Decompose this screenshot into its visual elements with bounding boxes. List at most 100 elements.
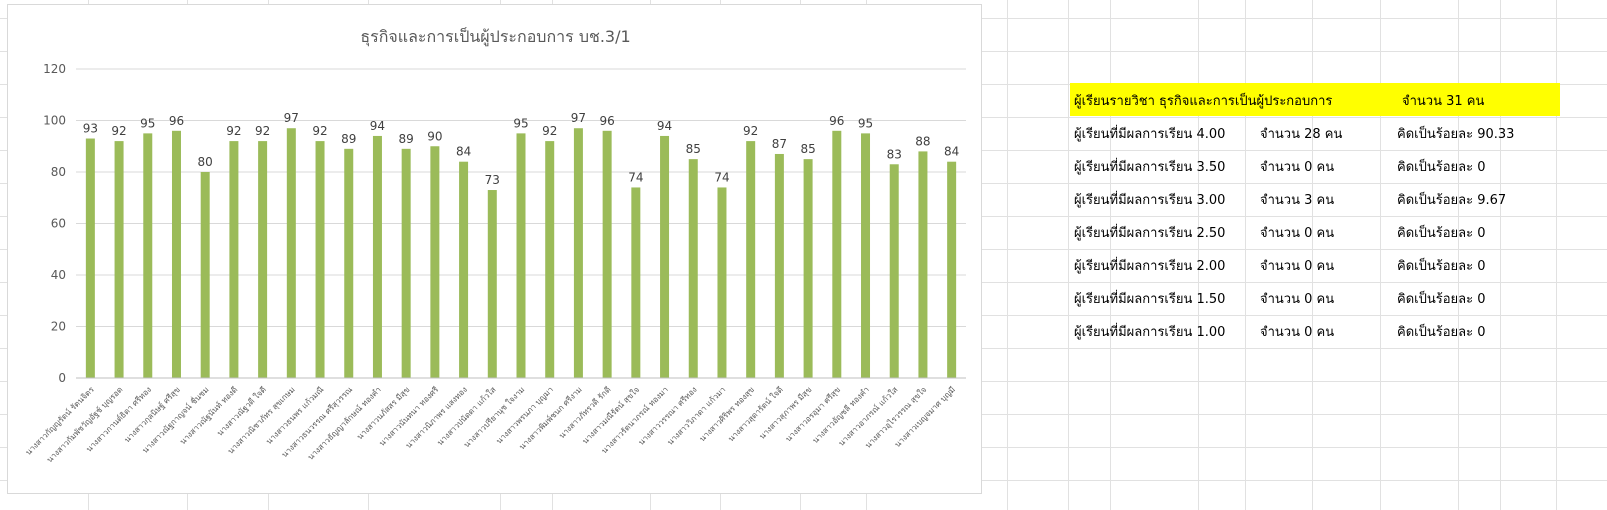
data-label: 97 — [284, 111, 299, 125]
grade-label: ผู้เรียนที่มีผลการเรียน 3.50 — [1074, 160, 1226, 175]
bar — [918, 151, 928, 378]
data-label: 80 — [198, 155, 213, 169]
grade-count: จำนวน 0 คน — [1260, 325, 1335, 340]
data-label: 85 — [686, 142, 701, 156]
bar — [545, 141, 555, 378]
bar — [832, 130, 842, 378]
y-tick-label: 20 — [51, 320, 66, 334]
x-tick-label: นางสาวภัทรวดี รักดี — [557, 385, 612, 440]
summary-row[interactable]: ผู้เรียนที่มีผลการเรียน 2.50 จำนวน 0 คน … — [1070, 215, 1560, 248]
summary-header-count: จำนวน 31 คน — [1402, 94, 1485, 109]
grade-count: จำนวน 0 คน — [1260, 259, 1335, 274]
data-label: 84 — [456, 145, 471, 159]
grade-label: ผู้เรียนที่มีผลการเรียน 1.50 — [1074, 292, 1226, 307]
data-label: 88 — [915, 134, 930, 148]
bar — [85, 138, 95, 378]
grade-percent: คิดเป็นร้อยละ 0 — [1397, 292, 1486, 307]
y-tick-label: 80 — [51, 165, 66, 179]
grade-percent: คิดเป็นร้อยละ 0 — [1397, 325, 1486, 340]
bar — [573, 128, 583, 378]
bar — [774, 153, 784, 378]
data-label: 74 — [714, 170, 729, 184]
data-label: 92 — [312, 124, 327, 138]
summary-row[interactable]: ผู้เรียนที่มีผลการเรียน 4.00 จำนวน 28 คน… — [1070, 116, 1560, 149]
data-label: 95 — [513, 116, 528, 130]
grade-label: ผู้เรียนที่มีผลการเรียน 3.00 — [1074, 193, 1226, 208]
bar — [688, 159, 698, 378]
grade-percent: คิดเป็นร้อยละ 0 — [1397, 160, 1486, 175]
summary-row[interactable]: ผู้เรียนที่มีผลการเรียน 3.50 จำนวน 0 คน … — [1070, 149, 1560, 182]
data-label: 85 — [800, 142, 815, 156]
bar — [286, 128, 296, 378]
x-tick-label: นางสาวสุดารัตน์ ใจดี — [726, 384, 785, 443]
summary-table: ผู้เรียนรายวิชา ธุรกิจและการเป็นผู้ประกอ… — [1070, 83, 1560, 347]
grade-count: จำนวน 0 คน — [1260, 160, 1335, 175]
bar — [171, 130, 181, 378]
bar — [401, 148, 411, 378]
data-label: 92 — [542, 124, 557, 138]
grade-percent: คิดเป็นร้อยละ 90.33 — [1397, 127, 1515, 142]
data-label: 94 — [657, 119, 672, 133]
bar — [803, 159, 813, 378]
data-label: 83 — [887, 147, 902, 161]
bar — [258, 141, 268, 378]
data-label: 96 — [599, 114, 614, 128]
bar — [861, 133, 871, 378]
grade-count: จำนวน 0 คน — [1260, 292, 1335, 307]
summary-row[interactable]: ผู้เรียนที่มีผลการเรียน 1.00 จำนวน 0 คน … — [1070, 314, 1560, 347]
data-label: 89 — [399, 132, 414, 146]
data-label: 93 — [83, 122, 98, 136]
data-label: 97 — [571, 111, 586, 125]
chart-area[interactable]: ธุรกิจและการเป็นผู้ประกอบการ บช.3/1 0 20 4… — [7, 4, 982, 494]
x-tick-label: นางสาวมณีรัตน์ สุขใจ — [580, 384, 642, 446]
bar — [487, 190, 497, 378]
data-label: 87 — [772, 137, 787, 151]
bar — [459, 161, 469, 378]
bar — [516, 133, 526, 378]
bar — [114, 141, 124, 378]
data-label: 73 — [485, 173, 500, 187]
bar — [229, 141, 239, 378]
data-label: 94 — [370, 119, 385, 133]
bar — [372, 135, 382, 378]
bar — [344, 148, 354, 378]
data-label: 96 — [829, 114, 844, 128]
x-tick-label: นางสาวณัฐวดี ใจดี — [215, 385, 268, 438]
data-label: 95 — [140, 116, 155, 130]
data-label: 92 — [111, 124, 126, 138]
data-label: 96 — [169, 114, 184, 128]
data-label: 74 — [628, 170, 643, 184]
bar — [602, 130, 612, 378]
grade-label: ผู้เรียนที่มีผลการเรียน 2.00 — [1074, 259, 1226, 274]
summary-header-row[interactable]: ผู้เรียนรายวิชา ธุรกิจและการเป็นผู้ประกอ… — [1070, 83, 1560, 116]
grade-percent: คิดเป็นร้อยละ 0 — [1397, 259, 1486, 274]
x-tick-label: นางสาวอรอุมา ศรีสุข — [784, 385, 842, 443]
bar — [746, 141, 756, 378]
summary-row[interactable]: ผู้เรียนที่มีผลการเรียน 1.50 จำนวน 0 คน … — [1070, 281, 1560, 314]
grade-label: ผู้เรียนที่มีผลการเรียน 2.50 — [1074, 226, 1226, 241]
x-tick-label: นางสาวกุลนิษฐ์ ศรีสุข — [122, 384, 182, 444]
data-label: 89 — [341, 132, 356, 146]
bar — [430, 146, 440, 378]
chart-title: ธุรกิจและการเป็นผู้ประกอบการ บช.3/1 — [360, 27, 631, 46]
summary-row[interactable]: ผู้เรียนที่มีผลการเรียน 3.00 จำนวน 3 คน … — [1070, 182, 1560, 215]
data-label: 92 — [743, 124, 758, 138]
bar — [889, 164, 899, 378]
y-tick-label: 120 — [43, 62, 66, 76]
bar — [631, 187, 641, 378]
grade-label: ผู้เรียนที่มีผลการเรียน 4.00 — [1074, 127, 1226, 142]
summary-header-label: ผู้เรียนรายวิชา ธุรกิจและการเป็นผู้ประกอ… — [1074, 94, 1333, 109]
summary-row[interactable]: ผู้เรียนที่มีผลการเรียน 2.00 จำนวน 0 คน … — [1070, 248, 1560, 281]
grade-label: ผู้เรียนที่มีผลการเรียน 1.00 — [1074, 325, 1226, 340]
data-label: 92 — [255, 124, 270, 138]
data-label: 84 — [944, 145, 959, 159]
bar — [717, 187, 727, 378]
y-tick-label: 0 — [58, 371, 66, 385]
y-tick-label: 40 — [51, 268, 66, 282]
bar — [143, 133, 153, 378]
bar — [947, 161, 957, 378]
data-label: 90 — [427, 129, 442, 143]
grade-percent: คิดเป็นร้อยละ 9.67 — [1397, 193, 1507, 208]
x-tick-label: นางสาวสุภาพร มีสุข — [758, 385, 814, 441]
bar — [315, 141, 325, 378]
